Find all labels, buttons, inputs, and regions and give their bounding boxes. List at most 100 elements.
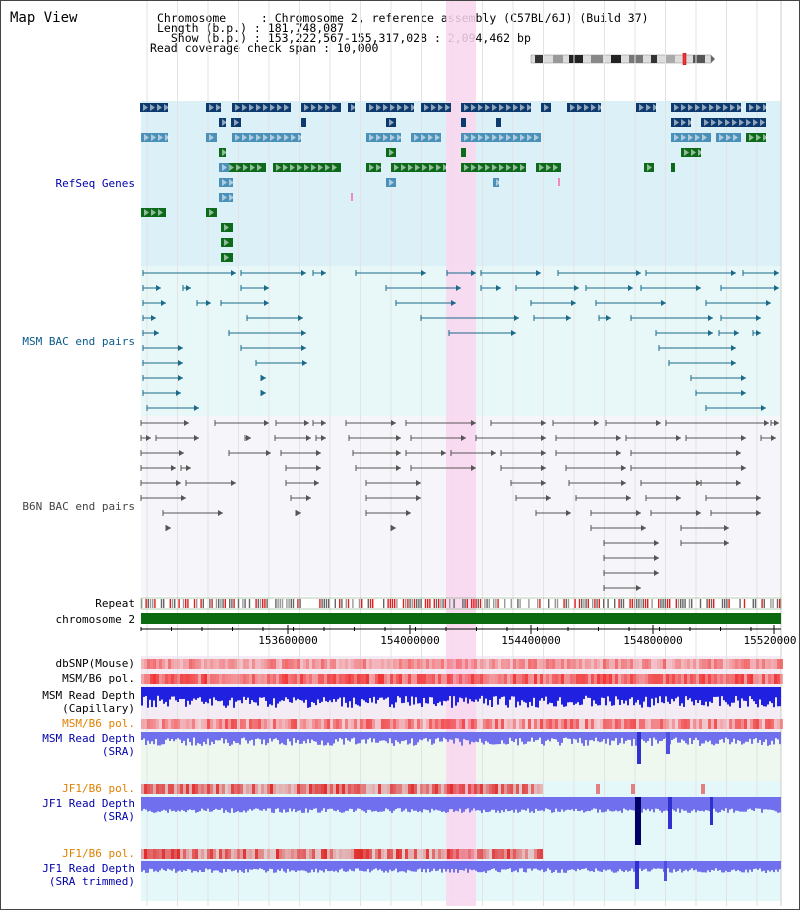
polymorphism-cell bbox=[360, 849, 363, 859]
read-depth-bar bbox=[209, 732, 211, 746]
read-depth-bar bbox=[177, 797, 179, 811]
read-depth-bar bbox=[253, 732, 255, 746]
read-depth-bar bbox=[571, 797, 573, 810]
chromosome-ideogram[interactable] bbox=[529, 53, 715, 65]
polymorphism-cell bbox=[258, 659, 261, 669]
repeat-element bbox=[642, 599, 644, 608]
read-depth-bar bbox=[499, 732, 501, 745]
read-depth-bar bbox=[475, 861, 477, 871]
read-depth-bar bbox=[333, 861, 335, 872]
polymorphism-cell bbox=[480, 719, 483, 729]
read-depth-bar bbox=[677, 797, 679, 809]
read-depth-bar bbox=[261, 732, 263, 745]
read-depth-bar bbox=[275, 797, 277, 809]
read-depth-bar bbox=[615, 797, 617, 811]
read-depth-bar bbox=[587, 861, 589, 871]
polymorphism-cell bbox=[426, 784, 429, 794]
polymorphism-cell bbox=[339, 674, 342, 684]
read-depth-bar bbox=[745, 687, 747, 701]
read-depth-bar bbox=[673, 687, 675, 702]
read-depth-bar bbox=[709, 687, 711, 702]
polymorphism-cell bbox=[489, 849, 492, 859]
polymorphism-cell bbox=[528, 659, 531, 669]
read-depth-bar bbox=[403, 687, 405, 703]
b6n-bac-pair bbox=[626, 495, 631, 501]
read-depth-bar bbox=[327, 797, 329, 810]
read-depth-bar bbox=[659, 861, 661, 869]
read-depth-bar bbox=[259, 687, 261, 698]
polymorphism-cell bbox=[453, 719, 456, 729]
gene-strand-arrow bbox=[492, 164, 497, 171]
polymorphism-cell bbox=[213, 784, 216, 794]
read-depth-bar bbox=[707, 687, 709, 707]
repeat-element bbox=[473, 599, 475, 608]
read-depth-bar bbox=[351, 797, 353, 810]
polymorphism-cell bbox=[504, 719, 507, 729]
read-depth-bar bbox=[441, 861, 443, 873]
read-depth-bar bbox=[243, 797, 245, 811]
polymorphism-cell bbox=[432, 659, 435, 669]
read-depth-bar bbox=[721, 687, 723, 697]
polymorphism-cell bbox=[681, 719, 684, 729]
read-depth-bar bbox=[237, 732, 239, 743]
read-depth-bar bbox=[387, 797, 389, 810]
read-depth-bar bbox=[567, 861, 569, 871]
repeat-element bbox=[407, 599, 409, 608]
read-depth-bar bbox=[445, 687, 447, 702]
polymorphism-cell bbox=[615, 674, 618, 684]
read-depth-bar bbox=[335, 797, 337, 812]
repeat-element bbox=[631, 599, 633, 608]
repeat-element bbox=[420, 599, 422, 608]
msm-bac-pair bbox=[661, 300, 666, 306]
read-depth-bar bbox=[513, 732, 515, 743]
read-depth-bar bbox=[489, 797, 491, 812]
axis-tick-label: 153600000 bbox=[258, 634, 318, 647]
repeat-element bbox=[347, 599, 350, 608]
b6n-bac-pair bbox=[656, 420, 661, 426]
read-depth-bar bbox=[757, 861, 759, 870]
read-depth-bar bbox=[417, 797, 419, 812]
gene-strand-arrow bbox=[513, 134, 518, 141]
polymorphism-cell bbox=[369, 719, 372, 729]
read-depth-bar bbox=[779, 732, 781, 745]
b6n-bac-pair bbox=[406, 510, 411, 516]
read-depth-bar bbox=[291, 797, 293, 812]
read-depth-bar bbox=[373, 861, 375, 870]
read-depth-bar bbox=[199, 687, 201, 698]
polymorphism-cell bbox=[771, 719, 774, 729]
msm-bac-pair bbox=[514, 315, 519, 321]
polymorphism-cell bbox=[387, 784, 390, 794]
polymorphism-cell bbox=[648, 674, 651, 684]
read-depth-bar bbox=[371, 732, 373, 743]
gene-strand-arrow bbox=[242, 134, 247, 141]
read-depth-bar bbox=[767, 732, 769, 746]
read-depth-bar bbox=[521, 861, 523, 869]
read-depth-bar bbox=[543, 861, 545, 873]
polymorphism-cell bbox=[543, 719, 546, 729]
read-depth-bar bbox=[401, 861, 403, 872]
polymorphism-cell bbox=[423, 849, 426, 859]
gene-strand-arrow bbox=[249, 104, 254, 111]
polymorphism-cell bbox=[429, 659, 432, 669]
read-depth-bar bbox=[683, 797, 685, 811]
read-depth-bar bbox=[523, 797, 525, 810]
read-depth-bar bbox=[621, 687, 623, 700]
gene-strand-arrow bbox=[376, 164, 381, 171]
read-depth-bar bbox=[159, 797, 161, 812]
read-depth-bar bbox=[399, 861, 401, 872]
polymorphism-cell bbox=[474, 719, 477, 729]
gene-strand-arrow bbox=[591, 104, 596, 111]
read-depth-bar bbox=[169, 861, 171, 870]
polymorphism-cell bbox=[339, 849, 342, 859]
repeat-element bbox=[402, 599, 405, 608]
show-range-info: Show (b.p.) : 153,222,567-155,317,028 : … bbox=[157, 31, 531, 45]
msm-bac-pair bbox=[731, 345, 736, 351]
read-depth-bar bbox=[331, 861, 333, 871]
read-depth-bar bbox=[155, 797, 157, 813]
polymorphism-cell bbox=[474, 784, 477, 794]
read-depth-bar bbox=[525, 797, 527, 811]
read-depth-bar bbox=[311, 687, 313, 702]
polymorphism-cell bbox=[552, 659, 555, 669]
read-depth-bar bbox=[187, 732, 189, 739]
